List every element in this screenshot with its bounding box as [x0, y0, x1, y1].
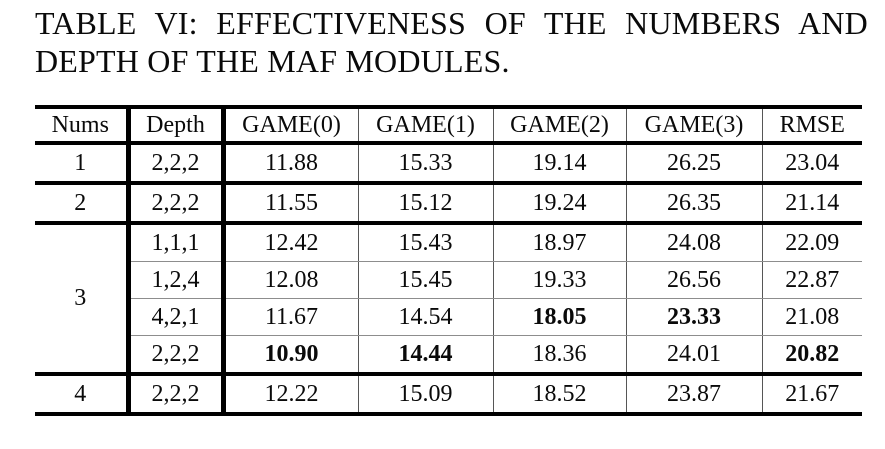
value-cell: 14.54: [357, 298, 493, 336]
depth-cell: 4,2,1: [125, 298, 226, 336]
value-cell: 21.14: [761, 183, 862, 225]
value-cell: 11.55: [223, 183, 358, 225]
value-cell: 15.45: [357, 261, 493, 299]
value-cell: 23.87: [625, 374, 762, 416]
value-cell: 18.97: [492, 223, 626, 262]
table-row: 1 2,2,2 11.88 15.33 19.14 26.25 23.04: [35, 143, 862, 185]
table-caption-line1: TABLE VI: EFFECTIVENESS OF THE NUMBERS A…: [35, 5, 868, 41]
column-header-game1: GAME(1): [357, 105, 493, 145]
nums-cell: 4: [35, 374, 128, 416]
value-cell: 12.22: [223, 374, 358, 416]
column-header-nums: Nums: [35, 105, 128, 145]
value-cell: 15.33: [357, 143, 493, 185]
column-header-depth: Depth: [125, 105, 226, 145]
column-header-game0: GAME(0): [223, 105, 358, 145]
value-cell: 26.25: [625, 143, 762, 185]
value-cell: 26.56: [625, 261, 762, 299]
value-cell-best: 20.82: [761, 335, 862, 376]
value-cell: 12.42: [223, 223, 358, 262]
column-header-game3: GAME(3): [625, 105, 762, 145]
nums-cell: 1: [35, 143, 128, 185]
value-cell: 19.14: [492, 143, 626, 185]
table-row: 4 2,2,2 12.22 15.09 18.52 23.87 21.67: [35, 374, 862, 416]
value-cell-best: 14.44: [357, 335, 493, 376]
column-header-game2: GAME(2): [492, 105, 626, 145]
nums-cell-group3: 3: [35, 223, 128, 376]
value-cell: 15.12: [357, 183, 493, 225]
value-cell: 21.67: [761, 374, 862, 416]
depth-cell: 2,2,2: [125, 143, 226, 185]
column-header-rmse: RMSE: [761, 105, 862, 145]
value-cell: 24.01: [625, 335, 762, 376]
depth-cell: 2,2,2: [125, 374, 226, 416]
value-cell: 12.08: [223, 261, 358, 299]
value-cell: 11.67: [223, 298, 358, 336]
value-cell: 19.33: [492, 261, 626, 299]
value-cell-best: 10.90: [223, 335, 358, 376]
depth-cell: 1,2,4: [125, 261, 226, 299]
depth-cell: 2,2,2: [125, 335, 226, 376]
value-cell: 11.88: [223, 143, 358, 185]
results-table: Nums Depth GAME(0) GAME(1) GAME(2) GAME(…: [35, 105, 862, 416]
value-cell: 26.35: [625, 183, 762, 225]
header-row: Nums Depth GAME(0) GAME(1) GAME(2) GAME(…: [35, 105, 862, 145]
value-cell: 19.24: [492, 183, 626, 225]
value-cell: 15.43: [357, 223, 493, 262]
table-row: 4,2,1 11.67 14.54 18.05 23.33 21.08: [35, 298, 862, 336]
table-row: 3 1,1,1 12.42 15.43 18.97 24.08 22.09: [35, 223, 862, 376]
table-row: 1,2,4 12.08 15.45 19.33 26.56 22.87: [35, 261, 862, 299]
value-cell: 15.09: [357, 374, 493, 416]
table-caption-line2: DEPTH OF THE MAF MODULES.: [35, 43, 510, 79]
value-cell: 22.87: [761, 261, 862, 299]
depth-cell: 2,2,2: [125, 183, 226, 225]
nums-cell: 2: [35, 183, 128, 225]
depth-cell: 1,1,1: [125, 223, 226, 262]
value-cell: 22.09: [761, 223, 862, 262]
value-cell: 18.52: [492, 374, 626, 416]
table-caption: TABLE VI: EFFECTIVENESS OF THE NUMBERS A…: [35, 4, 868, 80]
value-cell: 24.08: [625, 223, 762, 262]
value-cell: 23.04: [761, 143, 862, 185]
value-cell-best: 18.05: [492, 298, 626, 336]
table-row: 2 2,2,2 11.55 15.12 19.24 26.35 21.14: [35, 183, 862, 225]
value-cell: 18.36: [492, 335, 626, 376]
table-row: 2,2,2 10.90 14.44 18.36 24.01 20.82: [35, 335, 862, 376]
value-cell: 21.08: [761, 298, 862, 336]
value-cell-best: 23.33: [625, 298, 762, 336]
